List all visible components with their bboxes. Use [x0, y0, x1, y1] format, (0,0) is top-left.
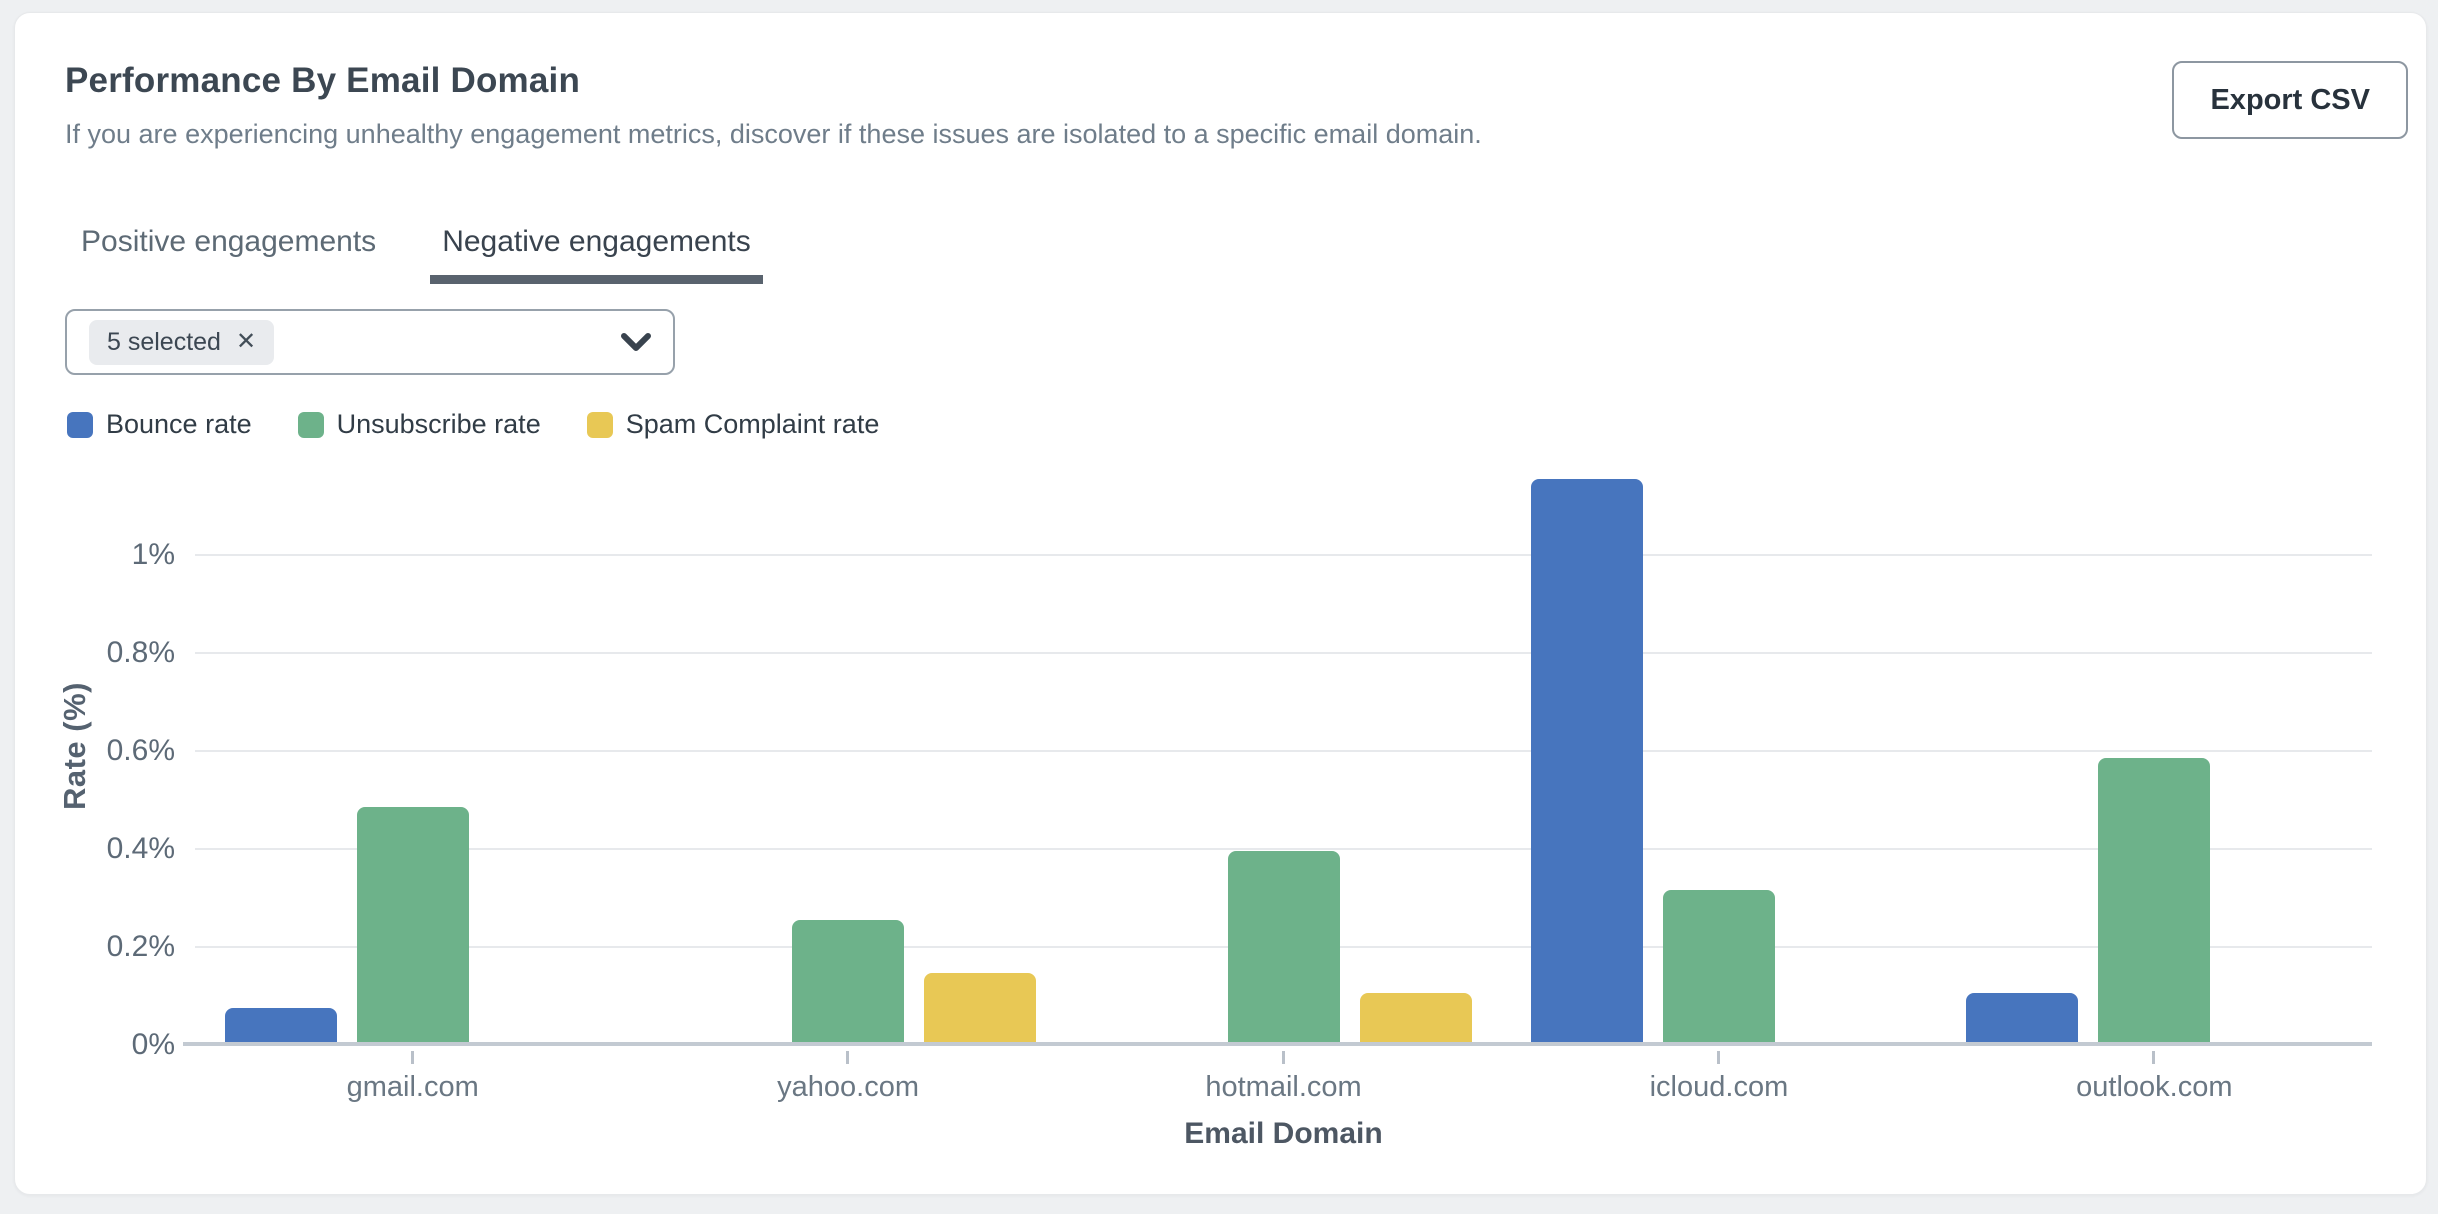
unsubscribe-rate-swatch-icon: [297, 411, 324, 438]
chip-remove-icon[interactable]: ✕: [235, 328, 257, 355]
bars-row: [1937, 446, 2372, 1042]
bar-unsubscribe-rate-yahoo-com[interactable]: [792, 919, 905, 1042]
gridline: [195, 848, 2372, 850]
tab-negative-engagements[interactable]: Negative engagements: [430, 219, 763, 284]
export-csv-button[interactable]: Export CSV: [2172, 61, 2408, 139]
bars-row: [195, 446, 630, 1042]
tabs: Positive engagements Negative engagement…: [69, 219, 763, 284]
chevron-down-icon: [621, 332, 651, 352]
selection-chip-label: 5 selected: [107, 327, 221, 356]
bar-spam-complaint-rate-hotmail-com[interactable]: [1359, 993, 1472, 1042]
legend-item-bounce-rate: Bounce rate: [67, 409, 252, 440]
chart-legend: Bounce rate Unsubscribe rate Spam Compla…: [67, 409, 879, 440]
bar-unsubscribe-rate-hotmail-com[interactable]: [1227, 850, 1340, 1042]
bars-row: [1501, 446, 1936, 1042]
y-tick-label: 0.4%: [106, 832, 175, 865]
page-title: Performance By Email Domain: [65, 61, 581, 100]
x-tick-mark: [1281, 1051, 1285, 1064]
x-tick-label-gmail-com: gmail.com: [346, 1071, 479, 1103]
bar-group-outlook-com: [1937, 446, 2372, 1064]
x-tick-mark: [846, 1051, 850, 1064]
x-axis-labels: gmail.com yahoo.com hotmail.com icloud.com o…: [195, 1071, 2372, 1104]
bars-row: [630, 446, 1065, 1042]
bar-unsubscribe-rate-gmail-com[interactable]: [356, 806, 469, 1042]
x-tick-mark: [410, 1051, 414, 1064]
legend-label: Unsubscribe rate: [336, 409, 541, 439]
bar-groups: [195, 446, 2372, 1064]
bar-group-gmail-com: [195, 446, 630, 1064]
legend-item-spam-complaint-rate: Spam Complaint rate: [586, 409, 880, 440]
x-tick-label-yahoo-com: yahoo.com: [777, 1071, 920, 1103]
axis-baseline: [183, 1042, 2372, 1046]
x-tick-mark: [1716, 1051, 1720, 1064]
bar-bounce-rate-gmail-com[interactable]: [224, 1007, 337, 1042]
bar-bounce-rate-outlook-com[interactable]: [1966, 993, 2079, 1042]
bar-group-yahoo-com: [630, 446, 1065, 1064]
bar-chart-plot: 0% 0.2% 0.4% 0.6% 0.8% 1%: [107, 446, 2372, 1064]
card-header: Performance By Email Domain If you are e…: [65, 61, 2408, 150]
legend-item-unsubscribe-rate: Unsubscribe rate: [297, 409, 541, 440]
selection-chip[interactable]: 5 selected ✕: [89, 319, 275, 365]
y-tick-label: 0.8%: [106, 636, 175, 669]
domain-multiselect[interactable]: 5 selected ✕: [65, 309, 675, 375]
bounce-rate-swatch-icon: [67, 411, 93, 438]
bar-group-hotmail-com: [1066, 446, 1501, 1064]
gridline: [195, 652, 2372, 654]
bar-unsubscribe-rate-icloud-com[interactable]: [1662, 890, 1775, 1042]
y-tick-label: 0%: [131, 1028, 175, 1061]
bar-spam-complaint-rate-yahoo-com[interactable]: [924, 973, 1037, 1042]
y-tick-label: 0.6%: [106, 734, 175, 767]
header-text: Performance By Email Domain If you are e…: [65, 61, 1482, 150]
x-tick-label-outlook-com: outlook.com: [2076, 1071, 2233, 1103]
gridline: [195, 750, 2372, 752]
gridline: [195, 554, 2372, 556]
legend-label: Bounce rate: [106, 409, 252, 439]
legend-label: Spam Complaint rate: [625, 409, 880, 439]
spam-complaint-rate-swatch-icon: [586, 411, 613, 438]
bar-bounce-rate-icloud-com[interactable]: [1530, 478, 1643, 1042]
x-tick-label-icloud-com: icloud.com: [1649, 1071, 1789, 1103]
bars-row: [1066, 446, 1501, 1042]
y-tick-label: 1%: [131, 538, 175, 571]
x-tick-label-hotmail-com: hotmail.com: [1205, 1071, 1362, 1103]
bar-group-icloud-com: [1501, 446, 1936, 1064]
page-subtitle: If you are experiencing unhealthy engage…: [65, 119, 1482, 149]
x-axis-title: Email Domain: [1184, 1117, 1383, 1150]
bar-unsubscribe-rate-outlook-com[interactable]: [2098, 757, 2211, 1042]
performance-card: Performance By Email Domain If you are e…: [14, 12, 2427, 1195]
x-tick-mark: [2152, 1051, 2156, 1064]
tab-positive-engagements[interactable]: Positive engagements: [81, 225, 377, 258]
y-tick-label: 0.2%: [106, 930, 175, 963]
